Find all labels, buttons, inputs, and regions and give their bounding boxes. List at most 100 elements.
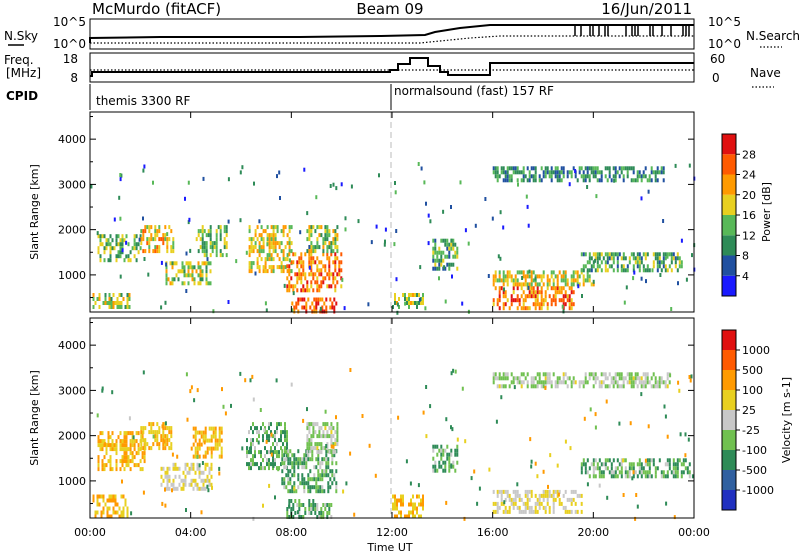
velocity-cell [392, 502, 394, 507]
power-cell [167, 277, 170, 282]
power-cell [199, 229, 202, 234]
velocity-cell [678, 388, 681, 393]
velocity-cell [288, 504, 291, 509]
velocity-cell [97, 439, 100, 444]
velocity-cell [604, 458, 607, 463]
velocity-cell [312, 499, 315, 503]
power-cell [308, 225, 311, 230]
power-cell [332, 272, 335, 277]
velocity-cell [121, 443, 124, 448]
velocity-cell [161, 424, 164, 429]
velocity-cell [270, 450, 272, 455]
power-cell [528, 170, 531, 175]
velocity-cell [286, 515, 289, 519]
power-cell [146, 241, 149, 246]
power-cell [199, 281, 202, 286]
power-cell [189, 261, 192, 266]
velocity-cell [540, 384, 543, 389]
power-cell [510, 294, 513, 299]
velocity-cell [410, 510, 412, 515]
power-cell [296, 276, 299, 281]
power-cell [127, 254, 130, 259]
velocity-cell [108, 494, 111, 499]
velocity-cell [258, 450, 260, 455]
velocity-cell [620, 474, 623, 479]
velocity-cell [496, 509, 499, 514]
velocity-cell [94, 514, 97, 519]
velocity-cell [406, 514, 408, 519]
velocity-cell [592, 470, 595, 475]
power-cell [514, 298, 517, 303]
velocity-cell [604, 376, 607, 381]
velocity-cell [254, 454, 256, 459]
velocity-cell [103, 467, 106, 472]
velocity-cell [544, 380, 547, 385]
power-cell [109, 234, 112, 239]
velocity-cell [526, 384, 529, 389]
velocity-cell [264, 426, 266, 431]
velocity-cell [266, 458, 268, 463]
velocity-cell [630, 462, 633, 467]
velocity-cell [178, 466, 181, 471]
velocity-cell [668, 380, 671, 385]
velocity-cell [204, 478, 207, 483]
power-cell [306, 288, 309, 293]
velocity-cell [318, 450, 321, 455]
power-cell [506, 174, 509, 179]
velocity-cell [164, 503, 167, 508]
power-cell [616, 252, 619, 257]
velocity-cell [547, 484, 549, 489]
power-cell [459, 180, 462, 185]
velocity-cell [182, 486, 185, 491]
velocity-cell [201, 461, 204, 465]
power-cell [191, 269, 194, 274]
velocity-cell [297, 465, 300, 470]
velocity-cell [562, 372, 565, 377]
power-cell [241, 165, 244, 170]
velocity-cell [663, 404, 666, 409]
velocity-cell [111, 467, 114, 472]
power-cell [654, 256, 657, 261]
velocity-cell [99, 443, 102, 448]
velocity-cell [614, 470, 617, 475]
power-cell [187, 269, 190, 274]
velocity-cell [133, 443, 136, 448]
power-cell [526, 178, 529, 183]
power-cell [306, 280, 309, 285]
velocity-cell [178, 474, 181, 479]
power-cell [219, 237, 222, 242]
power-cell [314, 280, 317, 285]
power-cell [282, 265, 285, 270]
power-cell [536, 274, 539, 279]
power-cell [315, 301, 318, 306]
power-cell [516, 286, 519, 291]
power-cell [318, 268, 321, 273]
velocity-cell [168, 486, 171, 491]
power-cell [432, 266, 435, 271]
power-cell [375, 224, 378, 229]
velocity-cell [129, 431, 132, 436]
velocity-cell [119, 431, 122, 436]
power-cell [140, 229, 143, 234]
velocity-cell [206, 478, 209, 483]
power-cell [213, 241, 216, 246]
velocity-cell [102, 506, 105, 511]
velocity-cell [572, 380, 575, 385]
power-cell [111, 246, 114, 251]
velocity-cell [646, 474, 649, 479]
power-cell [662, 170, 665, 175]
velocity-cell [307, 473, 310, 478]
velocity-cell [283, 461, 286, 466]
velocity-cell [298, 503, 301, 507]
velocity-cell [301, 465, 304, 470]
power-cell [494, 174, 497, 179]
velocity-cell [680, 474, 683, 479]
power-cell [203, 241, 206, 246]
velocity-cell [335, 481, 338, 486]
power-cell [103, 258, 106, 263]
power-cell [606, 252, 609, 257]
power-cell [107, 238, 110, 243]
velocity-cell [325, 473, 328, 478]
velocity-cell [434, 460, 437, 465]
velocity-cell [112, 494, 115, 499]
